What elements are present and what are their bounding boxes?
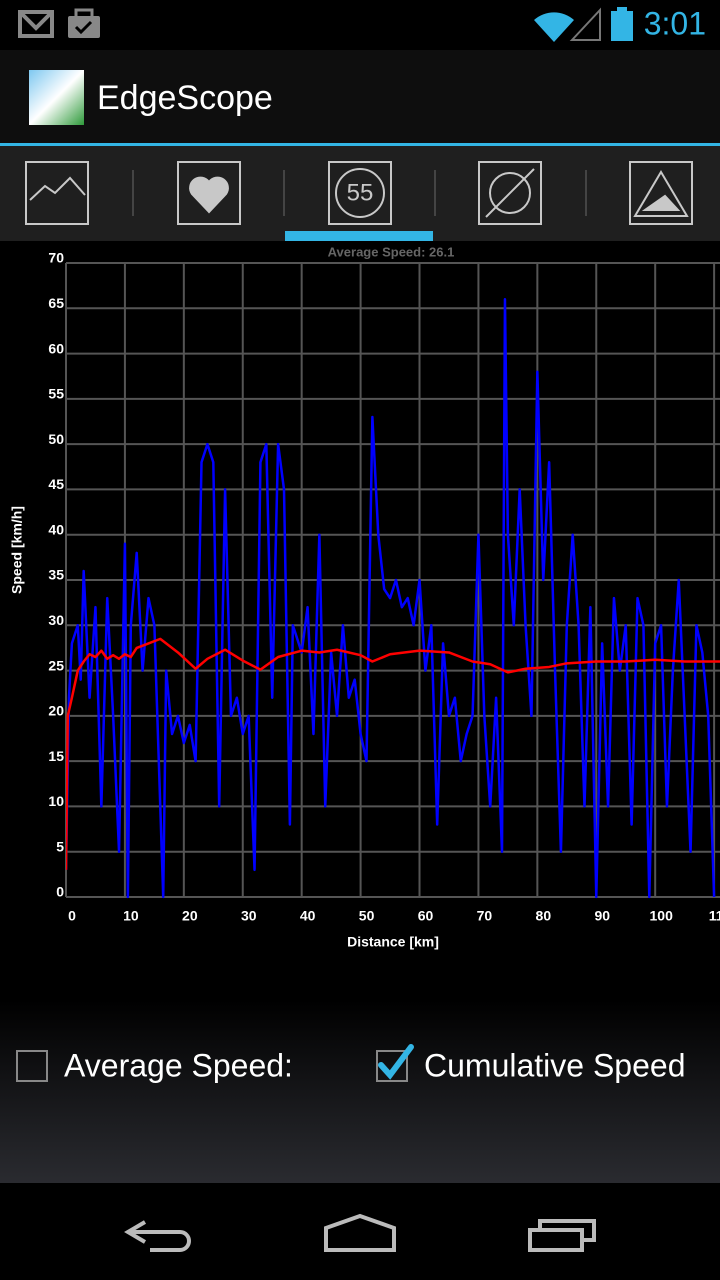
tab-elevation[interactable] <box>25 161 89 225</box>
x-tick-label: 10 <box>123 908 139 924</box>
divider <box>0 143 720 146</box>
tab-average[interactable] <box>478 161 542 225</box>
home-button[interactable] <box>324 1213 396 1252</box>
x-axis-label: Distance [km] <box>347 934 439 950</box>
action-bar <box>0 50 720 143</box>
y-tick-label: 5 <box>56 838 64 854</box>
system-icons <box>534 7 633 42</box>
x-tick-label: 100 <box>650 908 674 924</box>
series-line <box>66 297 716 899</box>
y-axis-label: Speed [km/h] <box>9 506 25 594</box>
tab-indicator <box>285 231 433 241</box>
x-tick-label: 30 <box>241 908 257 924</box>
x-tick-label: 90 <box>594 908 610 924</box>
tab-heart-rate[interactable] <box>177 161 241 225</box>
app-icon[interactable] <box>29 70 84 125</box>
clock: 3:01 <box>644 5 706 41</box>
tab-speed[interactable] <box>328 161 392 225</box>
y-tick-label: 25 <box>48 657 64 673</box>
tab-gradient[interactable] <box>629 161 693 225</box>
x-tick-label: 0 <box>68 908 76 924</box>
chart: Average Speed: 26.1 0 5 10 15 20 25 30 35 40 45 50 5… <box>9 244 720 950</box>
x-tick-label: 50 <box>359 908 375 924</box>
y-tick-label: 20 <box>48 703 64 719</box>
y-tick-label: 50 <box>48 431 64 447</box>
x-tick-label: 40 <box>300 908 316 924</box>
controls-area <box>0 1000 720 1183</box>
y-tick-label: 10 <box>48 793 64 809</box>
x-tick-label: 80 <box>536 908 552 924</box>
x-tick-label: 20 <box>182 908 198 924</box>
back-button[interactable] <box>124 1220 191 1252</box>
y-tick-label: 0 <box>56 884 64 900</box>
y-tick-label: 45 <box>48 476 64 492</box>
chart-subtitle: Average Speed: 26.1 <box>328 244 455 259</box>
y-tick-label: 15 <box>48 748 64 764</box>
x-tick-label: 60 <box>418 908 434 924</box>
recents-button[interactable] <box>528 1219 596 1252</box>
speed-icon-text: 55 <box>347 179 374 206</box>
average-speed-label: Average Speed: <box>64 1047 293 1083</box>
cumulative-speed-label: Cumulative Speed <box>424 1047 685 1083</box>
x-tick-label: 110 <box>709 908 720 924</box>
series-line <box>66 637 720 870</box>
y-tick-label: 65 <box>48 295 64 311</box>
notification-icons <box>18 8 100 38</box>
checkmark <box>378 1044 414 1080</box>
y-tick-label: 55 <box>48 386 64 402</box>
y-tick-label: 40 <box>48 521 64 537</box>
y-tick-label: 35 <box>48 567 64 583</box>
cumulative-speed-checkbox[interactable] <box>376 1050 408 1082</box>
y-tick-label: 70 <box>48 250 64 266</box>
app-title: EdgeScope <box>97 79 273 117</box>
x-tick-label: 70 <box>477 908 493 924</box>
y-tick-label: 30 <box>48 612 64 628</box>
y-tick-label: 60 <box>48 340 64 356</box>
average-speed-checkbox[interactable] <box>16 1050 48 1082</box>
nav-bar <box>0 1183 720 1280</box>
